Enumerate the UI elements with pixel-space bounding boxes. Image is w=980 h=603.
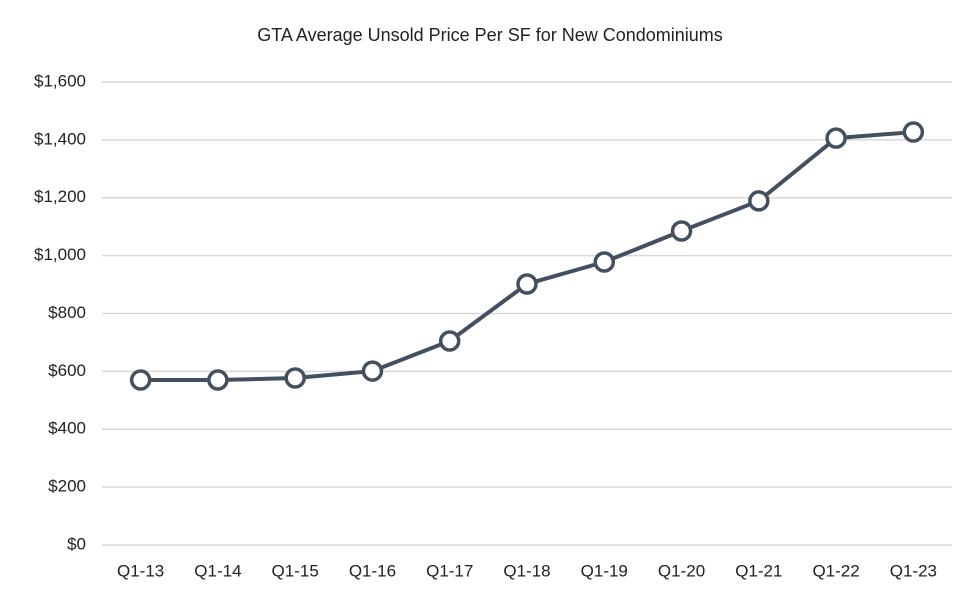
- y-tick-label: $0: [67, 534, 86, 553]
- y-tick-label: $1,400: [34, 129, 86, 148]
- x-tick-label: Q1-15: [272, 561, 319, 580]
- x-tick-label: Q1-13: [117, 561, 164, 580]
- data-point: [748, 190, 770, 212]
- x-tick-label: Q1-23: [890, 561, 937, 580]
- y-tick-label: $200: [48, 477, 86, 496]
- y-tick-label: $600: [48, 361, 86, 380]
- x-tick-label: Q1-20: [658, 561, 705, 580]
- data-point: [670, 220, 693, 242]
- data-point: [438, 330, 461, 352]
- data-point: [207, 369, 229, 391]
- y-tick-label: $1,600: [34, 71, 86, 90]
- x-tick-label: Q1-16: [349, 561, 396, 580]
- data-point: [902, 121, 925, 143]
- y-tick-label: $1,200: [34, 187, 86, 206]
- x-tick-label: Q1-17: [426, 561, 473, 580]
- y-tick-label: $800: [48, 303, 86, 322]
- data-point: [284, 367, 306, 389]
- x-tick-label: Q1-22: [812, 561, 859, 580]
- data-point: [593, 251, 616, 273]
- x-tick-label: Q1-19: [581, 561, 628, 580]
- y-tick-label: $1,000: [34, 245, 86, 264]
- data-point: [361, 360, 384, 382]
- data-point: [516, 273, 538, 295]
- x-tick-label: Q1-14: [194, 561, 241, 580]
- y-tick-label: $400: [48, 419, 86, 438]
- chart-title: GTA Average Unsold Price Per SF for New …: [257, 25, 723, 45]
- data-point: [825, 127, 847, 149]
- x-tick-label: Q1-21: [735, 561, 782, 580]
- x-tick-label: Q1-18: [503, 561, 550, 580]
- data-point: [129, 369, 152, 391]
